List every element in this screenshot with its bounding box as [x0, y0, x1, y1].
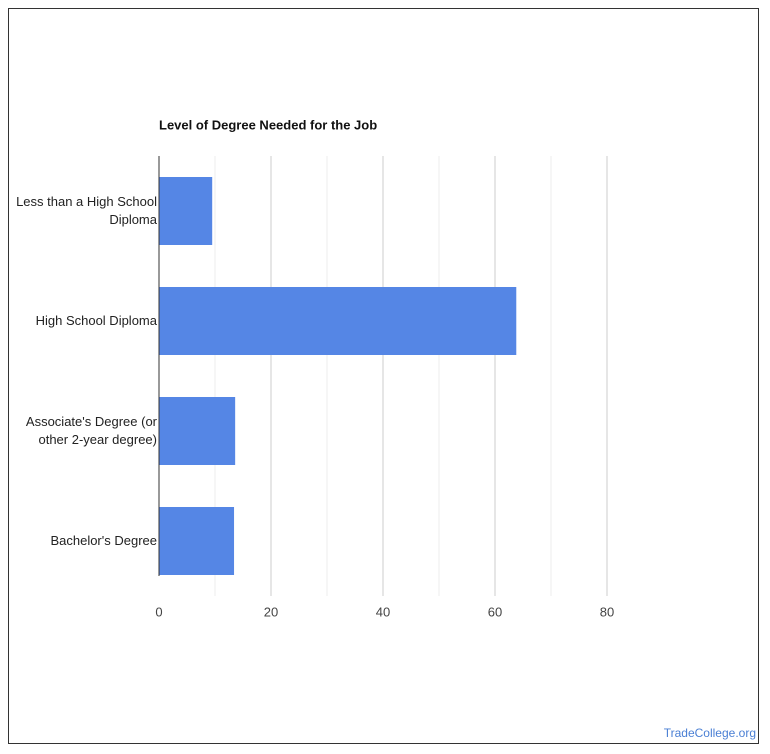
x-tick-label: 40	[376, 604, 390, 619]
y-tick-label: Bachelor's Degree	[50, 533, 157, 548]
x-tick-label: 60	[488, 604, 502, 619]
x-tick-label: 20	[264, 604, 278, 619]
frame	[8, 8, 759, 744]
bar	[159, 177, 213, 245]
y-tick-label: High School Diploma	[35, 313, 157, 328]
source-link[interactable]: TradeCollege.org	[663, 726, 756, 740]
x-tick-label: 80	[600, 604, 614, 619]
x-tick-label: 0	[155, 604, 162, 619]
bar	[159, 397, 236, 465]
y-tick-label: Less than a High School Diploma	[16, 194, 157, 227]
y-tick-label: Associate's Degree (or other 2-year degr…	[25, 414, 157, 447]
bar	[159, 287, 517, 355]
chart-title: Level of Degree Needed for the Job	[159, 117, 377, 132]
bar	[159, 507, 235, 575]
